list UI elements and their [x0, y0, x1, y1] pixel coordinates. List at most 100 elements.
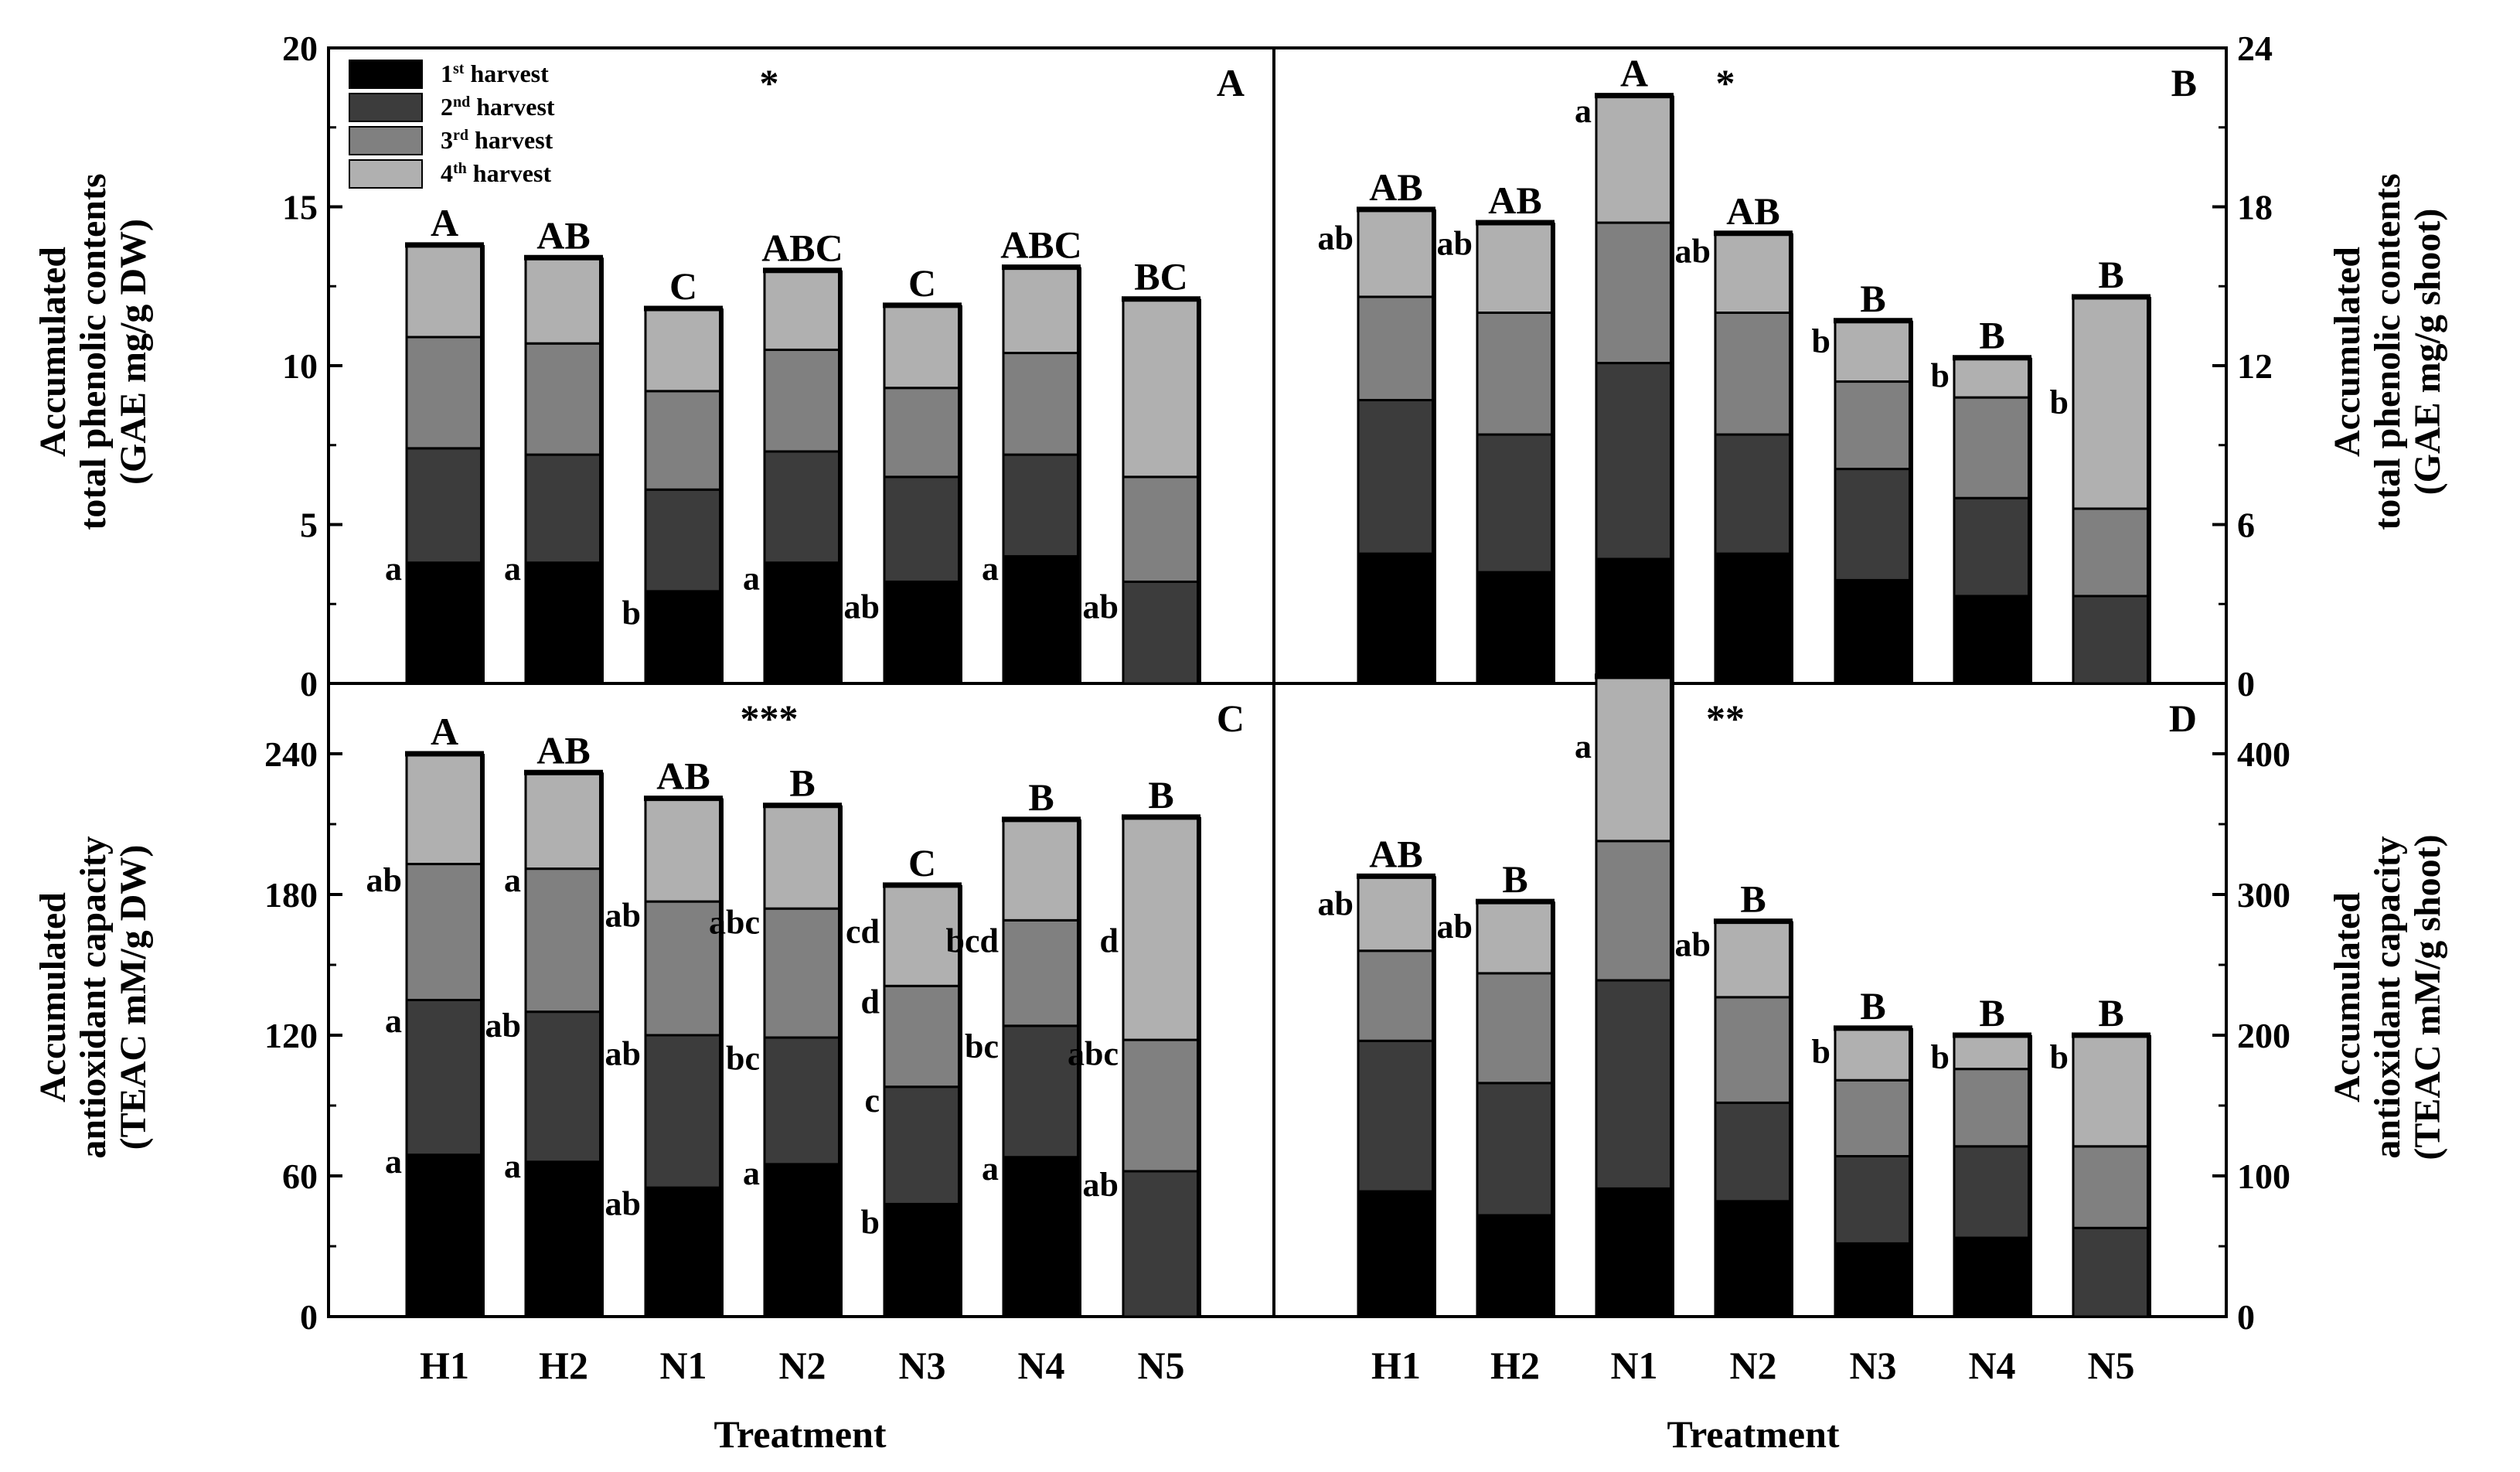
side-letter-B: a	[1575, 92, 1592, 130]
bar-A-N1-s3	[644, 390, 723, 491]
top-letter-C-N1: AB	[656, 755, 710, 798]
legend-label-2: 2nd harvest	[441, 93, 555, 121]
side-letter-A: a	[385, 550, 402, 588]
y-tick-label-A: 15	[282, 188, 318, 227]
significance-B: *	[1716, 61, 1735, 104]
bar-B-H1-s3	[1357, 295, 1435, 402]
panel-label-B: B	[2171, 61, 2197, 104]
bar-A-N3-s1	[883, 580, 962, 685]
bar-B-H2-s3	[1476, 312, 1555, 436]
side-letter-C: a	[504, 861, 521, 899]
bar-D-N4-s1	[1953, 1236, 2031, 1318]
y-tick-label-D: 200	[2237, 1016, 2290, 1055]
svg-text:total phenolic contents: total phenolic contents	[2367, 173, 2408, 530]
bar-C-N3-s1	[883, 1202, 962, 1318]
side-letter-B: b	[2050, 383, 2069, 421]
side-letter-A: a	[982, 550, 999, 588]
bar-A-N4-s1	[1002, 555, 1081, 685]
bar-C-N4-s3	[1002, 918, 1081, 1027]
bar-A-N3-s4	[883, 304, 962, 390]
side-letter-C: a	[504, 1147, 521, 1185]
top-letter-B-N3: B	[1860, 277, 1885, 320]
side-letter-B: ab	[1675, 233, 1711, 271]
category-label-N1: N1	[1610, 1344, 1657, 1387]
svg-text:(GAE mg/g shoot): (GAE mg/g shoot)	[2407, 209, 2448, 496]
bar-C-N5-s3	[1122, 1038, 1200, 1173]
top-letter-B-N1: A	[1620, 52, 1648, 95]
bar-D-H2-s3	[1476, 972, 1555, 1085]
bar-A-N4-s4	[1002, 266, 1081, 355]
category-label-N2: N2	[778, 1344, 826, 1387]
side-letter-B: b	[1812, 322, 1830, 360]
top-letter-C-N4: B	[1028, 775, 1054, 819]
x-axis-title-right: Treatment	[1667, 1412, 1839, 1456]
top-letter-D-N5: B	[2098, 991, 2123, 1034]
top-letter-C-H1: A	[431, 710, 458, 753]
category-label-H2: H2	[539, 1344, 588, 1387]
side-letter-C: ab	[605, 1034, 641, 1072]
side-letter-A: a	[743, 559, 760, 597]
panel-label-A: A	[1217, 61, 1245, 104]
top-letter-A-H1: A	[431, 201, 458, 244]
bar-C-H1-s1	[405, 1153, 484, 1318]
bar-C-N2-s3	[763, 907, 842, 1039]
bar-D-H2-s2	[1476, 1082, 1555, 1217]
bar-B-N4-s2	[1953, 496, 2031, 598]
bar-D-N1-s2	[1595, 979, 1674, 1190]
side-letter-D: b	[1812, 1033, 1830, 1071]
svg-text:Accumulated: Accumulated	[32, 247, 73, 457]
svg-text:(GAE mg/g DW): (GAE mg/g DW)	[113, 219, 154, 485]
bar-A-N1-s1	[644, 590, 723, 685]
legend-label-1: 1st harvest	[441, 60, 549, 87]
legend-swatch-4	[349, 159, 423, 189]
category-label-H2: H2	[1490, 1344, 1540, 1387]
bar-B-N1-s1	[1595, 557, 1674, 685]
top-letter-C-N2: B	[789, 762, 815, 805]
top-letter-A-N3: C	[908, 261, 936, 305]
bar-B-N1-s3	[1595, 221, 1674, 365]
side-letter-C: c	[864, 1082, 880, 1119]
bar-D-N3-s4	[1834, 1027, 1912, 1082]
bar-A-H1-s1	[405, 561, 484, 685]
top-letter-D-N1: A	[1620, 632, 1648, 676]
svg-text:Accumulated: Accumulated	[2327, 247, 2368, 457]
side-letter-C: a	[385, 1002, 402, 1040]
bar-A-N2-s3	[763, 348, 842, 453]
bar-D-N3-s1	[1834, 1242, 1912, 1318]
y-tick-label-C: 120	[264, 1016, 318, 1055]
bar-C-N1-s1	[644, 1186, 723, 1318]
side-letter-D: b	[2050, 1038, 2069, 1076]
y-tick-label-D: 400	[2237, 734, 2290, 774]
bar-C-N4-s4	[1002, 818, 1081, 922]
panel-label-D: D	[2169, 697, 2197, 740]
bar-A-H2-s2	[524, 453, 603, 564]
category-label-H1: H1	[1371, 1344, 1421, 1387]
svg-text:Accumulated: Accumulated	[32, 892, 73, 1102]
bar-D-N2-s3	[1714, 996, 1793, 1104]
bar-D-N5-s4	[2072, 1034, 2151, 1148]
bar-C-N3-s2	[883, 1085, 962, 1205]
y-tick-label-C: 60	[282, 1157, 318, 1196]
y-tick-label-C: 240	[264, 734, 318, 774]
top-letter-A-N1: C	[669, 264, 697, 308]
side-letter-B: ab	[1318, 220, 1354, 257]
y-axis-title-C: Accumulated antioxidant capacity (TEAC m…	[32, 836, 154, 1158]
bar-B-N5-s4	[2072, 295, 2151, 510]
bar-C-N2-s2	[763, 1036, 842, 1166]
bar-D-N5-s3	[2072, 1145, 2151, 1229]
top-letter-B-N2: AB	[1726, 189, 1779, 233]
side-letter-C: abc	[1068, 1034, 1119, 1072]
y-tick-label-A: 10	[282, 346, 318, 386]
top-letter-D-H2: B	[1502, 857, 1527, 901]
top-letter-B-H2: AB	[1488, 179, 1541, 222]
bar-A-N5-s4	[1122, 298, 1200, 479]
bar-C-N1-s2	[644, 1034, 723, 1189]
side-letter-C: ab	[366, 861, 402, 899]
y-tick-label-D: 300	[2237, 875, 2290, 915]
bar-D-N4-s2	[1953, 1145, 2031, 1239]
top-letter-A-H2: AB	[536, 213, 590, 257]
svg-text:antioxidant capacity: antioxidant capacity	[73, 836, 114, 1158]
